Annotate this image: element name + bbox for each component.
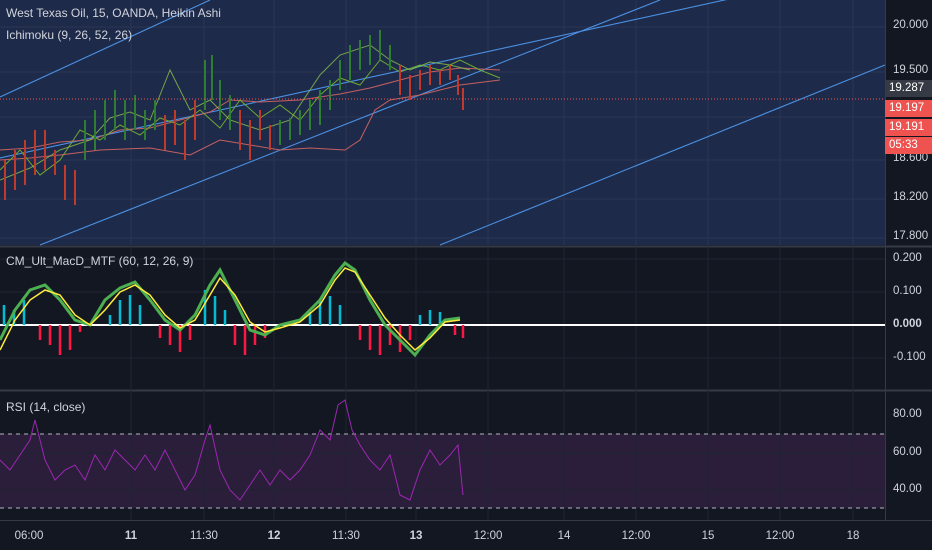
grid-lines	[0, 26, 885, 239]
symbol-title[interactable]: West Texas Oil, 15, OANDA, Heikin Ashi	[6, 6, 221, 20]
current-price-tag: 19.287	[885, 80, 932, 97]
trend-channel	[0, 0, 886, 246]
time-axis-label: 14	[557, 530, 571, 542]
ichimoku-legend[interactable]: Ichimoku (9, 26, 52, 26)	[6, 28, 133, 42]
time-axis-label: 11:30	[190, 530, 218, 542]
time-axis-label: 12:00	[621, 530, 651, 542]
candles	[4, 30, 464, 205]
macd-axis-label: 0.200	[893, 252, 922, 264]
rsi-legend[interactable]: RSI (14, close)	[6, 400, 86, 414]
price-axis-label: 19.500	[893, 64, 929, 76]
price-axis-label: 18.600	[893, 152, 929, 164]
bar-countdown: 05:33	[885, 137, 932, 154]
ask-price-tag: 19.191	[885, 119, 932, 136]
time-axis-label: 12:00	[765, 530, 795, 542]
rsi-axis-label: 80.00	[893, 408, 922, 420]
time-axis-label: 11	[124, 530, 138, 542]
time-axis-label: 06:00	[14, 530, 44, 542]
time-axis-label: 12:00	[473, 530, 503, 542]
rsi-band	[0, 434, 885, 508]
rsi-axis-label: 60.00	[893, 446, 922, 458]
time-axis-label: 13	[409, 530, 423, 542]
price-pane-bg	[0, 0, 885, 245]
macd-pane-bg	[0, 248, 885, 388]
macd-line	[0, 260, 461, 358]
price-axis-label: 18.200	[893, 191, 929, 203]
macd-axis-label: -0.100	[893, 351, 926, 363]
rsi-axis-label: 40.00	[893, 483, 922, 495]
rsi-line	[0, 399, 464, 501]
price-axis-label: 20.000	[893, 19, 929, 31]
macd-legend[interactable]: CM_Ult_MacD_MTF (60, 12, 26, 9)	[6, 254, 194, 268]
price-axis-label: 17.800	[893, 230, 929, 242]
macd-axis-label: 0.000	[893, 318, 922, 330]
macd-histogram	[2, 290, 465, 355]
signal-line	[0, 267, 461, 352]
macd-axis-label: 0.100	[893, 285, 922, 297]
ichimoku-kijun	[0, 59, 501, 176]
time-axis-label: 12	[267, 530, 281, 542]
time-axis-label: 15	[701, 530, 715, 542]
grid-lines-vertical	[130, 0, 854, 245]
time-axis-label: 11:30	[332, 530, 360, 542]
bid-price-tag: 19.197	[885, 100, 932, 117]
grid-lines-lower	[0, 248, 885, 520]
ichimoku-cloud-bottom	[0, 79, 501, 161]
time-axis-label: 18	[846, 530, 860, 542]
